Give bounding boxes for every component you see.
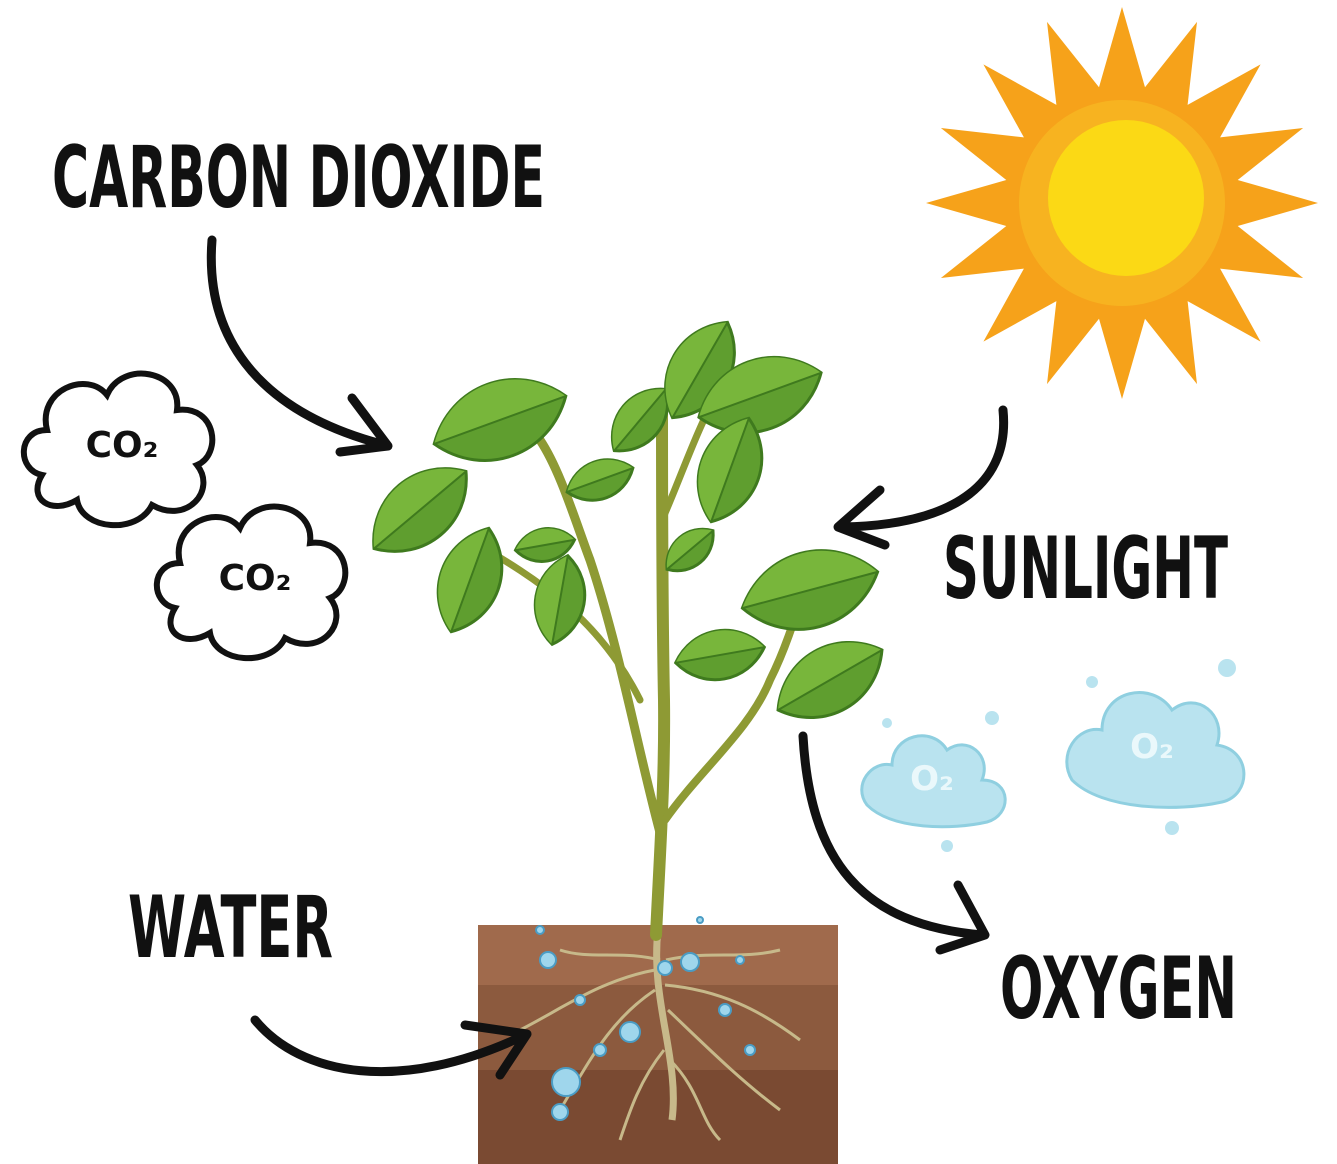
sun-core [1048,120,1204,276]
bubble [1218,659,1236,677]
label: OXYGEN [1000,939,1237,1039]
soil-bottom [478,1070,838,1164]
co2-arrow [211,240,388,452]
page: CO₂ CO₂ O₂ O₂ CARBON DIOXIDE SUNLIGHT WA… [0,0,1337,1164]
leaf [762,622,898,738]
water-drop [552,1104,568,1120]
bubble [1086,676,1098,688]
bubble [882,718,892,728]
cloud-label: CO₂ [219,558,292,599]
label: WATER [128,878,333,978]
water-drop [594,1044,606,1056]
bubble [941,840,953,852]
water-drop [620,1022,640,1042]
o2-cloud: O₂ [862,711,1005,852]
sun [926,7,1318,399]
cloud-label: CO₂ [86,425,159,466]
label: CARBON DIOXIDE [52,128,545,228]
water-drop [658,961,672,975]
leaf [528,551,591,648]
water-drop [536,926,544,934]
cloud-label: O₂ [910,759,954,799]
water-drop [719,1004,731,1016]
water-drop [745,1045,755,1055]
o2-cloud: O₂ [1067,659,1244,835]
co2-cloud: CO₂ [24,374,212,526]
water-drop [552,1068,580,1096]
bubble [1165,821,1179,835]
leaf [733,535,888,644]
bubble [985,711,999,725]
water-drop [736,956,744,964]
main-stem [656,400,664,935]
water-drop [575,995,585,1005]
label: SUNLIGHT [943,519,1228,619]
water-drop [681,953,699,971]
co2-cloud: CO₂ [157,507,345,659]
water-drop [540,952,556,968]
water-drop [697,917,703,923]
diagram: CO₂ CO₂ O₂ O₂ CARBON DIOXIDE SUNLIGHT WA… [0,0,1337,1164]
leaf [671,623,768,686]
cloud-label: O₂ [1130,727,1174,767]
